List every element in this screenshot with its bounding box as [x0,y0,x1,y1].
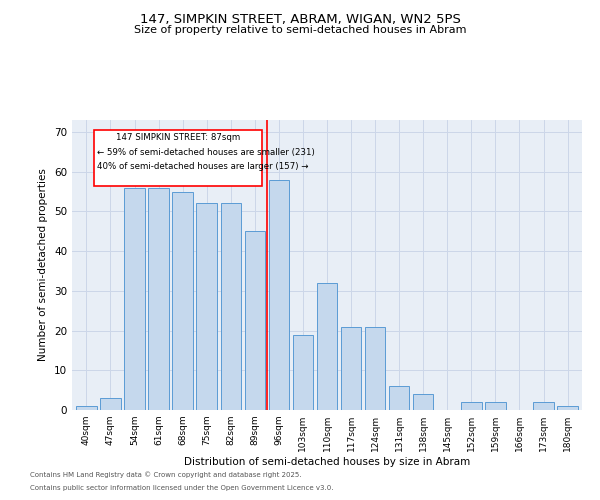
Bar [76,406,97,410]
Text: Contains HM Land Registry data © Crown copyright and database right 2025.: Contains HM Land Registry data © Crown c… [30,471,302,478]
Bar [245,231,265,410]
Text: 147, SIMPKIN STREET, ABRAM, WIGAN, WN2 5PS: 147, SIMPKIN STREET, ABRAM, WIGAN, WN2 5… [140,12,460,26]
Bar [389,386,409,410]
Text: 40% of semi-detached houses are larger (157) →: 40% of semi-detached houses are larger (… [97,162,309,172]
Bar [293,334,313,410]
Bar [196,204,217,410]
Bar [124,188,145,410]
Text: ← 59% of semi-detached houses are smaller (231): ← 59% of semi-detached houses are smalle… [97,148,315,157]
Text: Contains public sector information licensed under the Open Government Licence v3: Contains public sector information licen… [30,485,334,491]
Y-axis label: Number of semi-detached properties: Number of semi-detached properties [38,168,49,362]
Bar [269,180,289,410]
Bar [341,326,361,410]
Bar [100,398,121,410]
Bar [485,402,506,410]
Bar [413,394,433,410]
Bar [172,192,193,410]
Bar [461,402,482,410]
Bar [221,204,241,410]
Bar [148,188,169,410]
Bar [365,326,385,410]
X-axis label: Distribution of semi-detached houses by size in Abram: Distribution of semi-detached houses by … [184,457,470,467]
Bar [317,283,337,410]
Bar [94,130,262,186]
Text: 147 SIMPKIN STREET: 87sqm: 147 SIMPKIN STREET: 87sqm [116,134,240,142]
Bar [557,406,578,410]
Bar [533,402,554,410]
Text: Size of property relative to semi-detached houses in Abram: Size of property relative to semi-detach… [134,25,466,35]
